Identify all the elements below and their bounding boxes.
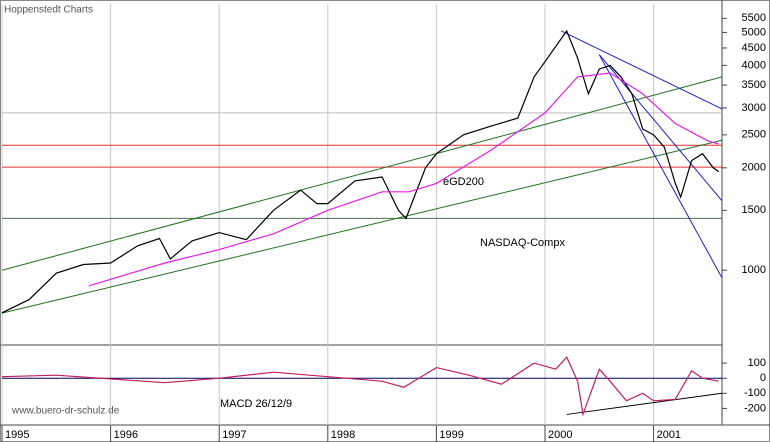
y-tick-label: 3500 xyxy=(742,79,766,91)
y-tick-label: 0 xyxy=(760,372,766,384)
series-label: MACD 26/12/9 xyxy=(220,398,292,410)
x-tick-label: 1998 xyxy=(331,429,355,441)
series-line xyxy=(88,72,719,287)
series-label: NASDAQ-Compx xyxy=(480,237,565,249)
y-tick-label: 1000 xyxy=(742,264,766,276)
x-tick-label: 1996 xyxy=(114,429,138,441)
y-tick-label: 100 xyxy=(748,357,766,369)
y-tick-label: 2000 xyxy=(742,162,766,174)
x-tick-label: 2001 xyxy=(657,429,681,441)
y-tick-label: -100 xyxy=(744,387,766,399)
y-tick-label: 2500 xyxy=(742,129,766,141)
y-tick-label: 4000 xyxy=(742,59,766,71)
trend-line xyxy=(566,392,723,415)
chart-title: Hoppenstedt Charts xyxy=(4,5,93,16)
y-tick-label: 5500 xyxy=(742,12,766,24)
y-tick-label: 4500 xyxy=(742,42,766,54)
trend-line xyxy=(1,76,723,271)
series-line xyxy=(1,29,720,314)
x-tick-label: 1997 xyxy=(222,429,246,441)
x-tick-label: 1999 xyxy=(439,429,463,441)
source: www.buero-dr-schulz.de xyxy=(11,406,120,417)
y-tick-label: 1500 xyxy=(742,204,766,216)
y-tick-label: -200 xyxy=(744,402,766,414)
trend-line xyxy=(1,139,723,314)
series-line xyxy=(1,356,719,417)
series-label: eGD200 xyxy=(443,176,484,188)
x-tick-label: 2000 xyxy=(548,429,572,441)
trend-line xyxy=(561,30,723,110)
y-tick-label: 3000 xyxy=(742,102,766,114)
y-tick-label: 5000 xyxy=(742,26,766,38)
x-tick-label: 1995 xyxy=(5,429,29,441)
trend-line xyxy=(598,54,723,279)
